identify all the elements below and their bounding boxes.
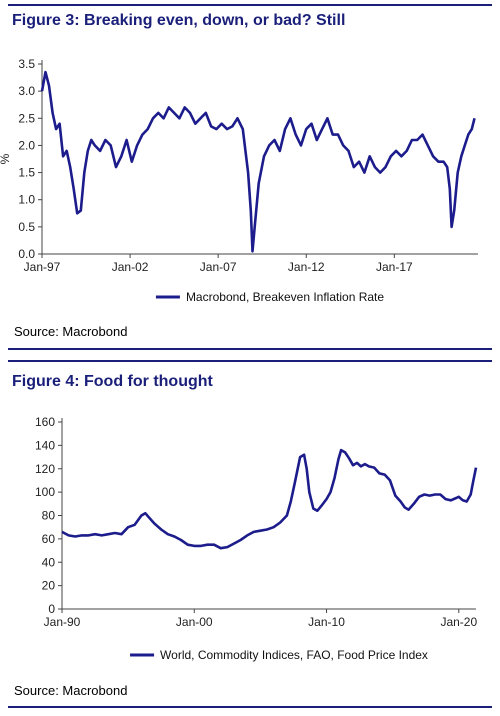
- y-tick-label: 1.5: [18, 166, 35, 180]
- y-tick-label: 20: [42, 579, 56, 593]
- legend-label: Macrobond, Breakeven Inflation Rate: [186, 290, 384, 304]
- legend-label: World, Commodity Indices, FAO, Food Pric…: [160, 648, 428, 662]
- figure4-title: Figure 4: Food for thought: [12, 373, 213, 390]
- y-tick-label: 140: [35, 438, 55, 452]
- figure3-chart: 0.0 0.5 1.0 1.5 2.0 2.5 3.0 3.5 Jan-97 Jan-02 Jan-…: [0, 57, 478, 304]
- y-tick-label: 0.5: [18, 220, 35, 234]
- figure4-bottom-rule: [8, 706, 492, 708]
- y-axis-label: %: [0, 153, 12, 164]
- y-tick-label: 160: [35, 415, 55, 429]
- x-tick-label: Jan-00: [176, 615, 213, 629]
- figure4-source: Source: Macrobond: [14, 683, 128, 698]
- series-line: [61, 448, 478, 550]
- y-tick-label: 0.0: [18, 247, 35, 261]
- y-tick-label: 2.5: [18, 111, 35, 125]
- x-tick-label: Jan-07: [200, 260, 237, 274]
- y-tick-label: 120: [35, 462, 55, 476]
- y-tick-label: 3.5: [18, 57, 35, 71]
- x-tick-label: Jan-90: [44, 615, 81, 629]
- y-tick-label: 80: [42, 509, 56, 523]
- y-tick-label: 1.0: [18, 193, 35, 207]
- figure3-bottom-rule: [8, 348, 492, 350]
- top-rule: [8, 4, 492, 6]
- x-tick-label: Jan-02: [112, 260, 149, 274]
- x-tick-label: Jan-17: [376, 260, 413, 274]
- figure3-title: Figure 3: Breaking even, down, or bad? S…: [12, 12, 346, 29]
- y-tick-label: 0: [48, 602, 55, 616]
- figure4-chart: 0 20 40 60 80 100 120 140 160 Jan-90 Jan-00 Jan-10 J…: [35, 415, 478, 662]
- y-tick-label: 100: [35, 485, 55, 499]
- x-tick-label: Jan-20: [440, 615, 477, 629]
- y-tick-label: 3.0: [18, 84, 35, 98]
- y-tick-label: 2.0: [18, 138, 35, 152]
- x-tick-label: Jan-12: [288, 260, 325, 274]
- y-tick-label: 40: [42, 555, 56, 569]
- figure4-top-rule: [8, 360, 492, 362]
- x-tick-label: Jan-97: [24, 260, 61, 274]
- x-tick-label: Jan-10: [308, 615, 345, 629]
- series-line: [40, 70, 476, 253]
- figure3-source: Source: Macrobond: [14, 324, 128, 339]
- y-tick-label: 60: [42, 532, 56, 546]
